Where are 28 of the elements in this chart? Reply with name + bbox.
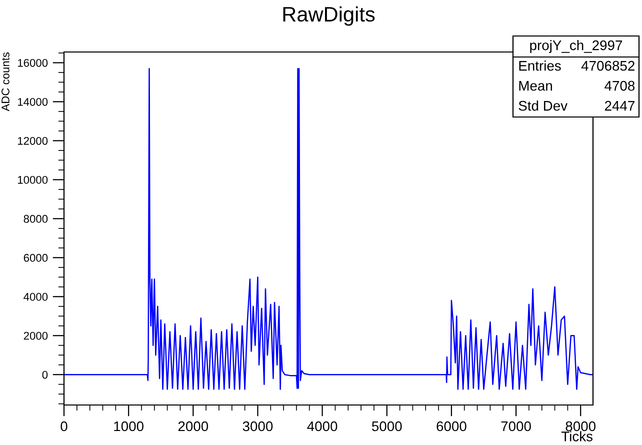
y-tick-label: 8000 xyxy=(24,214,48,223)
chart-title: RawDigits xyxy=(283,6,375,26)
x-tick-label: 3000 xyxy=(242,421,273,432)
annotation: Mean xyxy=(519,81,552,91)
y-axis-title: ADC counts xyxy=(2,52,10,112)
y-tick-label: 16000 xyxy=(18,58,48,67)
x-tick-label: 7000 xyxy=(501,421,531,432)
y-tick-label: 10000 xyxy=(18,176,48,184)
annotation: Entries xyxy=(519,60,561,71)
x-tick-label: 0 xyxy=(60,421,68,432)
annotation: Std Dev xyxy=(518,100,568,111)
y-tick-label: 14000 xyxy=(18,98,48,106)
x-axis-title: Ticks xyxy=(561,431,592,442)
x-tick-label: 1000 xyxy=(114,421,144,432)
x-tick-label: 4000 xyxy=(307,421,338,432)
annotation: 4706852 xyxy=(581,60,634,71)
y-tick-label: 6000 xyxy=(24,254,48,262)
x-tick-label: 8000 xyxy=(566,421,596,432)
x-tick-label: 5000 xyxy=(372,421,402,432)
text: 4708 xyxy=(604,80,635,91)
y-tick-label: 12000 xyxy=(18,136,48,145)
annotation: projY_ch_2997 xyxy=(530,40,622,53)
y-tick-label: 0 xyxy=(42,370,48,379)
y-tick-label: 2000 xyxy=(24,332,48,340)
text: 2447 xyxy=(604,100,634,111)
y-tick-label: 4000 xyxy=(24,292,48,301)
x-tick-label: 6000 xyxy=(436,421,466,432)
x-tick-label: 2000 xyxy=(178,421,208,432)
